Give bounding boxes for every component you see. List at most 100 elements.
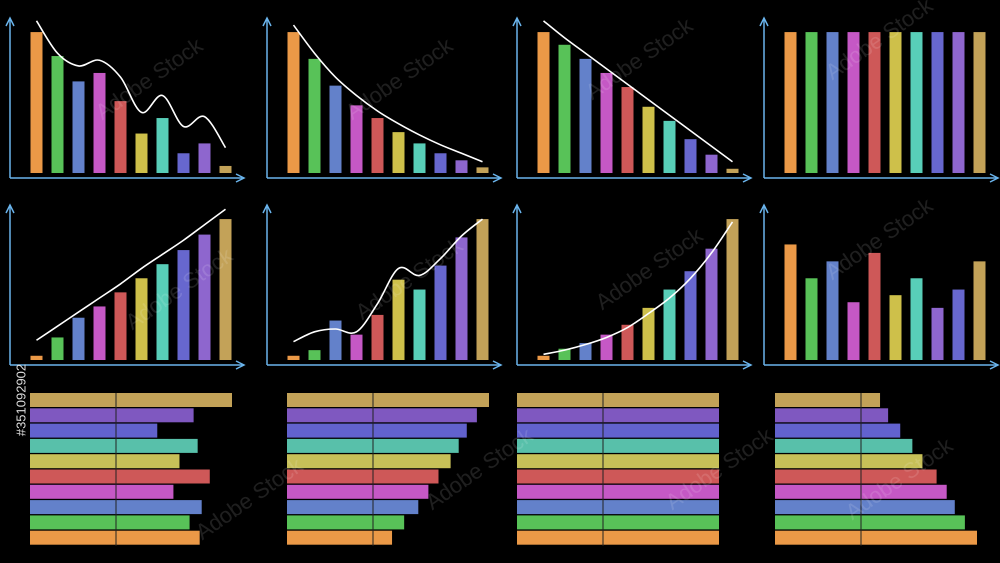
bar <box>350 105 363 173</box>
bar <box>51 337 64 360</box>
trend-line <box>543 221 734 356</box>
bar <box>805 278 818 360</box>
bar <box>558 348 571 360</box>
bar <box>413 289 426 360</box>
bar <box>847 32 860 173</box>
trend-line <box>542 20 733 163</box>
bar <box>287 423 467 438</box>
axis-arrow <box>235 173 246 183</box>
bar <box>775 423 901 438</box>
bar <box>517 393 719 407</box>
bar <box>455 160 468 173</box>
bar <box>517 438 719 453</box>
bar <box>329 85 342 173</box>
bar <box>287 408 477 423</box>
bar <box>868 32 881 173</box>
trend-line <box>292 24 483 163</box>
bar <box>434 265 447 360</box>
axis-arrow <box>512 203 522 214</box>
axis-arrow <box>262 203 272 214</box>
axis-arrow <box>492 173 503 183</box>
bar <box>931 307 944 360</box>
bar <box>30 393 232 407</box>
bar <box>775 515 965 530</box>
bar <box>517 423 719 438</box>
trend-line <box>36 208 226 341</box>
bar <box>579 343 592 360</box>
bar <box>517 515 719 530</box>
bar <box>135 278 148 360</box>
bar <box>684 271 697 360</box>
bar <box>775 530 977 545</box>
axis-arrow <box>492 360 503 370</box>
bar <box>805 32 818 173</box>
bar <box>198 143 211 173</box>
bar <box>30 408 194 423</box>
bar <box>784 244 797 360</box>
bar <box>910 278 923 360</box>
bar <box>775 408 889 423</box>
trend-line <box>293 218 484 343</box>
bar <box>371 118 384 173</box>
bar <box>287 355 300 360</box>
bar <box>775 454 923 469</box>
bar <box>350 334 363 360</box>
bar <box>889 295 902 360</box>
bar <box>847 302 860 360</box>
bar <box>910 32 923 173</box>
bar <box>455 237 468 360</box>
bar <box>517 500 719 515</box>
bar <box>93 72 106 173</box>
bar <box>287 32 300 173</box>
bar <box>329 320 342 360</box>
bar <box>392 279 405 360</box>
bar <box>308 350 321 360</box>
bar <box>177 250 190 360</box>
bar <box>775 500 955 515</box>
bar <box>156 264 169 360</box>
bar <box>30 32 43 173</box>
bar <box>517 530 719 545</box>
trend-line <box>35 20 227 149</box>
bar <box>973 32 986 173</box>
axis-arrow <box>989 173 1000 183</box>
bar <box>784 32 797 173</box>
bar <box>775 438 913 453</box>
axis-arrow <box>512 16 522 27</box>
axis-arrow <box>262 16 272 27</box>
bar <box>826 261 839 360</box>
bar <box>371 314 384 360</box>
bar <box>537 32 550 173</box>
bar <box>558 44 571 173</box>
bar <box>287 500 419 515</box>
bar <box>30 423 158 438</box>
bar <box>600 72 613 173</box>
bar <box>537 355 550 360</box>
bar <box>663 120 676 173</box>
bar <box>413 143 426 173</box>
bar <box>705 248 718 360</box>
axis-arrow <box>989 360 1000 370</box>
bar <box>219 165 232 173</box>
axis-arrow <box>742 173 753 183</box>
axis-arrow <box>742 360 753 370</box>
bar <box>826 32 839 173</box>
bar <box>517 484 719 499</box>
bar <box>476 167 489 173</box>
bar <box>30 530 200 545</box>
bar <box>952 289 965 360</box>
bar <box>517 469 719 484</box>
bar <box>177 153 190 173</box>
bar <box>287 484 429 499</box>
bar <box>517 408 719 423</box>
bar <box>114 101 127 173</box>
bar <box>775 469 937 484</box>
axis-arrow <box>235 360 246 370</box>
bar <box>72 81 85 173</box>
bar <box>868 252 881 360</box>
bar <box>219 219 232 360</box>
bar <box>952 32 965 173</box>
bar <box>621 87 634 173</box>
bar <box>889 32 902 173</box>
